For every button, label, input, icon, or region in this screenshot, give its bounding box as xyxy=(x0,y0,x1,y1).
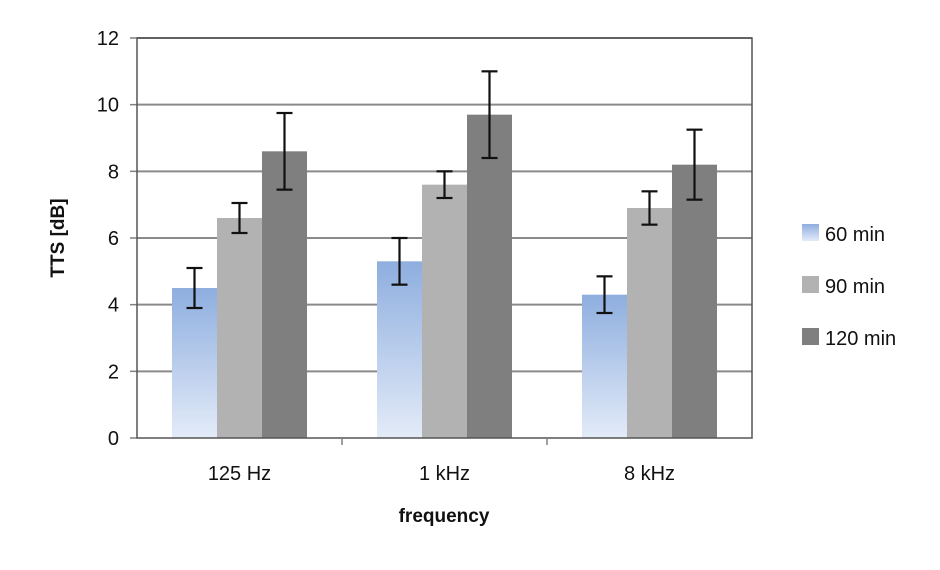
x-tick-label: 1 kHz xyxy=(419,463,470,485)
y-tick-label: 8 xyxy=(108,161,119,183)
bar xyxy=(262,151,307,439)
legend-label: 120 min xyxy=(825,328,896,350)
bar xyxy=(627,208,672,438)
bar xyxy=(467,114,512,439)
y-tick-label: 4 xyxy=(108,295,119,317)
y-tick-label: 12 xyxy=(97,28,119,50)
legend-swatch xyxy=(802,276,819,293)
legend: 60 min 90 min 120 min xyxy=(802,224,896,350)
y-tick-label: 6 xyxy=(108,228,119,250)
axes xyxy=(130,37,753,445)
y-axis-title: TTS [dB] xyxy=(48,198,69,277)
plot-frame xyxy=(136,37,753,439)
bar xyxy=(217,218,262,438)
legend-swatch xyxy=(802,328,819,345)
y-tick-label: 10 xyxy=(97,95,119,117)
error-bars xyxy=(186,70,703,315)
bar xyxy=(422,184,467,438)
bar xyxy=(672,164,717,438)
bars xyxy=(172,114,717,439)
bar xyxy=(172,288,217,438)
y-tick-label: 0 xyxy=(108,428,119,450)
x-tick-label: 8 kHz xyxy=(624,463,675,485)
legend-label: 60 min xyxy=(825,224,885,246)
tick-labels: 0 2 4 6 8 10 12 125 Hz 1 kHz 8 kHz xyxy=(97,28,675,485)
x-axis-title: frequency xyxy=(399,506,490,527)
x-tick-label: 125 Hz xyxy=(208,463,271,485)
bar xyxy=(377,261,422,438)
bar xyxy=(582,294,627,438)
legend-label: 90 min xyxy=(825,276,885,298)
legend-swatch xyxy=(802,224,819,241)
y-tick-label: 2 xyxy=(108,361,119,383)
